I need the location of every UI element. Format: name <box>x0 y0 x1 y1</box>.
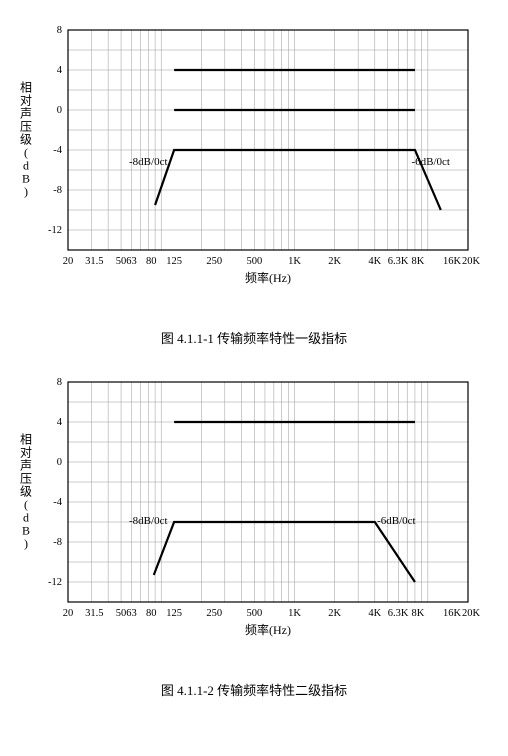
xtick-label: 500 <box>247 256 263 267</box>
xtick-label: 50 <box>116 256 127 267</box>
xtick-label: 250 <box>206 256 222 267</box>
y-axis-label-char: 对 <box>20 94 32 108</box>
xtick-label: 50 <box>116 608 127 619</box>
ytick-label: -4 <box>53 145 62 156</box>
y-axis-label-char: 压 <box>20 472 32 486</box>
y-axis-label-char: ( <box>24 498 28 512</box>
xtick-label: 4K <box>368 608 381 619</box>
x-axis-label: 频率(Hz) <box>245 270 291 285</box>
chart-container: -12 -8 -4 0 4 8 20 31.5 5063 80 125 250 500 1K 2K 4K 6.3… <box>10 372 498 650</box>
xtick-label: 31.5 <box>85 608 103 619</box>
ytick-label: 4 <box>57 417 63 428</box>
y-axis-label-char: 对 <box>20 446 32 460</box>
ytick-label: -8 <box>53 537 62 548</box>
data-line <box>154 522 415 582</box>
xtick-label: 2K <box>328 256 341 267</box>
data-line <box>155 150 441 210</box>
annotation-label: -8dB/0ct <box>129 515 168 527</box>
xtick-label: 80 <box>146 608 157 619</box>
xtick-label: 6.3K <box>388 256 409 267</box>
y-axis-label-char: ) <box>24 537 28 551</box>
y-axis-label-char: 声 <box>20 459 32 473</box>
xtick-label: 8K <box>412 608 425 619</box>
xtick-label: 80 <box>146 256 157 267</box>
annotation-label: -6dB/0ct <box>411 156 450 168</box>
xtick-label: 63 <box>126 608 137 619</box>
ytick-label: 0 <box>57 105 62 116</box>
ytick-label: -8 <box>53 185 62 196</box>
y-axis-label-char: 声 <box>20 107 32 121</box>
xtick-label: 4K <box>368 256 381 267</box>
ytick-label: 8 <box>57 377 62 388</box>
y-axis-label-char: 级 <box>20 133 32 147</box>
xtick-label: 6.3K <box>388 608 409 619</box>
chart-svg: -12 -8 -4 0 4 8 20 31.5 5063 80 125 250 500 1K 2K 4K 6.3… <box>10 372 480 650</box>
xtick-label: 2K <box>328 608 341 619</box>
figure-caption: 图 4.1.1-2 传输频率特性二级指标 <box>10 680 498 699</box>
xtick-label: 1K <box>288 608 301 619</box>
xtick-label: 8K <box>412 256 425 267</box>
y-axis-label-char: B <box>22 172 30 186</box>
xtick-label: 20 <box>63 608 74 619</box>
ytick-label: -4 <box>53 497 62 508</box>
annotation-label: -6dB/0ct <box>377 515 416 527</box>
ytick-label: -12 <box>48 577 62 588</box>
y-axis-label-char: 级 <box>20 485 32 499</box>
xtick-label: 1K <box>288 256 301 267</box>
chart-svg: -12 -8 -4 0 4 8 20 31.5 5063 80 125 250 500 1K 2K 4K 6.3… <box>10 20 480 298</box>
ytick-label: 0 <box>57 457 62 468</box>
y-axis-label-char: d <box>23 511 29 525</box>
ytick-label: 4 <box>57 65 63 76</box>
chart-container: -12 -8 -4 0 4 8 20 31.5 5063 80 125 250 500 1K 2K 4K 6.3… <box>10 20 498 298</box>
annotation-label: -8dB/0ct <box>129 156 168 168</box>
xtick-label: 125 <box>166 608 182 619</box>
y-axis-label-char: 压 <box>20 120 32 134</box>
ytick-label: -12 <box>48 225 62 236</box>
xtick-label: 20K <box>462 256 480 267</box>
xtick-label: 125 <box>166 256 182 267</box>
xtick-label: 16K <box>443 608 462 619</box>
y-axis-label-char: B <box>22 524 30 538</box>
y-axis-label-char: 相 <box>20 433 32 447</box>
y-axis-label-char: ) <box>24 185 28 199</box>
x-axis-label: 频率(Hz) <box>245 622 291 637</box>
xtick-label: 31.5 <box>85 256 103 267</box>
y-axis-label-char: ( <box>24 146 28 160</box>
ytick-label: 8 <box>57 25 62 36</box>
y-axis-label-char: 相 <box>20 81 32 95</box>
xtick-label: 20K <box>462 608 480 619</box>
xtick-label: 16K <box>443 256 462 267</box>
xtick-label: 500 <box>247 608 263 619</box>
xtick-label: 63 <box>126 256 137 267</box>
y-axis-label-char: d <box>23 159 29 173</box>
xtick-label: 250 <box>206 608 222 619</box>
figure-caption: 图 4.1.1-1 传输频率特性一级指标 <box>10 328 498 347</box>
xtick-label: 20 <box>63 256 74 267</box>
